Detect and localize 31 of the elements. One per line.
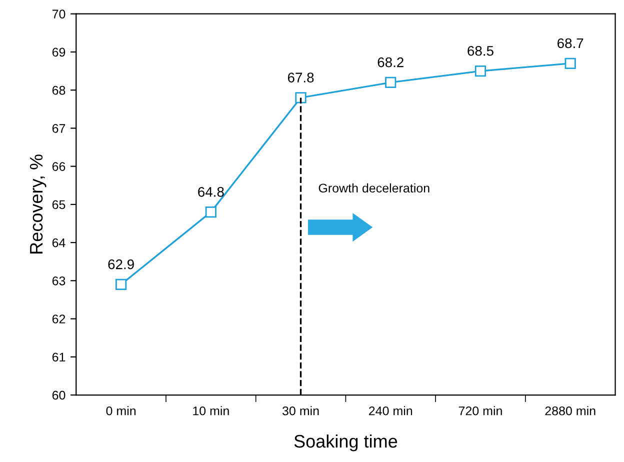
point: [385, 76, 396, 88]
point: [564, 58, 576, 69]
y-axis-title: Recovery, %: [30, 154, 46, 254]
y-tick-label: 64: [52, 238, 66, 248]
y-tick-label: 65: [52, 200, 66, 210]
x-tick-label: 30 min: [282, 406, 319, 416]
data-label: 67.8: [288, 72, 314, 82]
y-tick-label: 68: [52, 86, 66, 95]
data-label: 62.9: [108, 259, 134, 270]
x-tick-label: 0 min: [106, 406, 136, 416]
y-tick-label: 60: [52, 390, 66, 400]
y-tick-label: 62: [52, 314, 66, 324]
data-label: 68.5: [468, 46, 494, 56]
annotation: Growth deceleration: [318, 183, 430, 193]
point: [474, 65, 486, 77]
y-tick-label: 70: [52, 10, 66, 19]
x-axis-title: Soaking time: [294, 434, 398, 452]
y-tick-label: 63: [52, 276, 66, 286]
y-tick-label: 67: [52, 124, 66, 133]
point: [116, 278, 127, 290]
point: [205, 206, 216, 218]
x-tick-label: 720 min: [458, 406, 502, 416]
x-tick-label: 10 min: [193, 406, 229, 416]
y-tick-label: 66: [52, 162, 66, 171]
x-tick-label: 2880 min: [545, 406, 596, 416]
x-tick-label: 240 min: [369, 406, 412, 416]
data-label: 68.7: [558, 38, 584, 48]
y-tick-label: 61: [52, 352, 66, 362]
y-tick-label: 69: [52, 48, 66, 57]
data-label: 64.8: [198, 186, 224, 197]
data-label: 68.2: [378, 57, 404, 68]
